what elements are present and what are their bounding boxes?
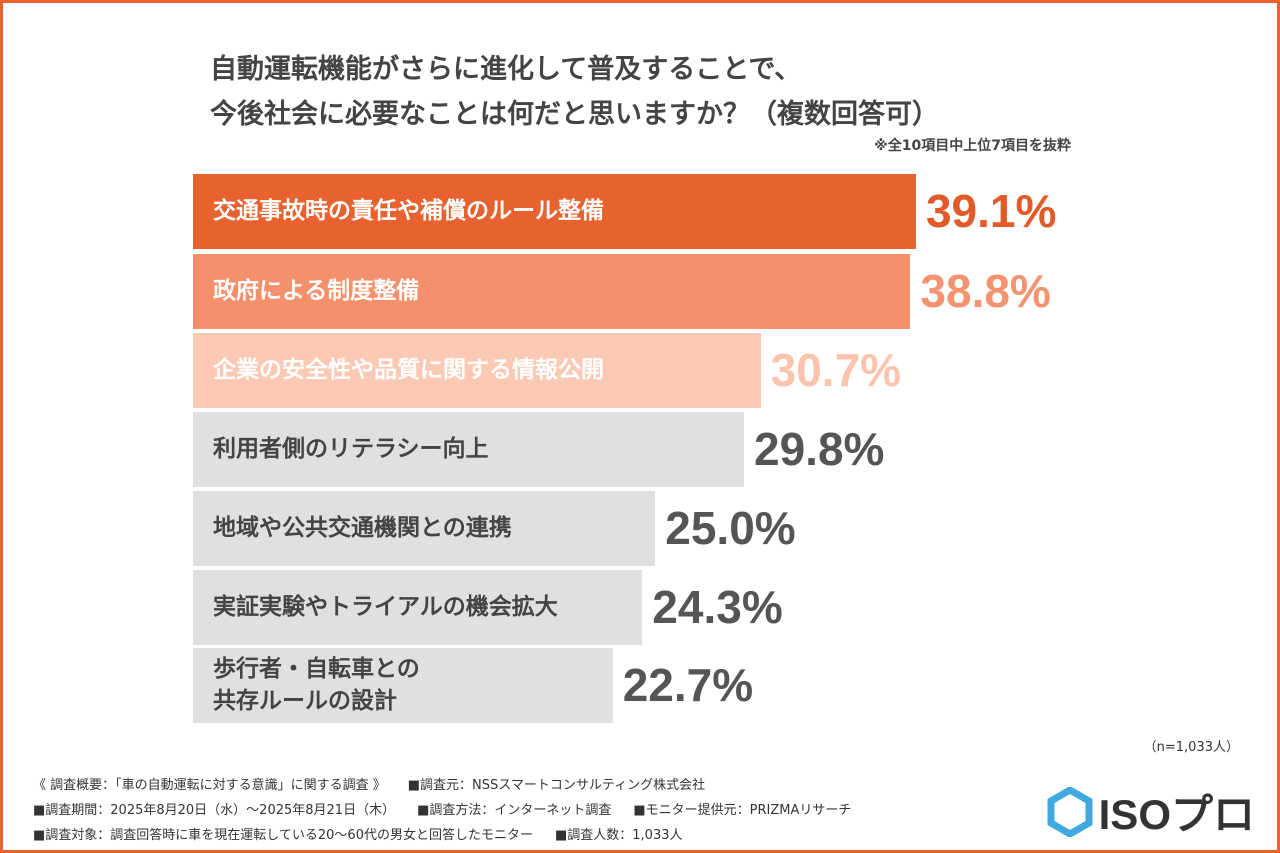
logo-icon (1047, 786, 1093, 837)
bar-label: 企業の安全性や品質に関する情報公開 (213, 356, 604, 383)
bar-label: 歩行者・自転車との 共存ルールの設計 (213, 656, 420, 714)
footer-line: ■調査対象：調査回答時に車を現在運転している20～60代の男女と回答したモニター… (33, 824, 704, 843)
title-line: 自動運転機能がさらに進化して普及することで、 (210, 54, 802, 85)
value-label: 38.8% (920, 265, 1051, 317)
bar-label: 実証実験やトライアルの機会拡大 (213, 593, 558, 620)
bar: 歩行者・自転車との 共存ルールの設計 (193, 648, 613, 723)
logo: ISOプロ (1047, 781, 1255, 842)
footer-item: ■調査方法：インターネット調査 (417, 803, 612, 818)
value-label: 29.8% (754, 423, 885, 475)
value-label: 24.3% (652, 581, 783, 633)
footer-item: ■調査期間：2025年8月20日（水）～2025年8月21日（木） (33, 803, 396, 818)
sample-size: （n=1,033人） (1143, 740, 1239, 755)
value-label: 39.1% (925, 185, 1057, 237)
footer-item: ■調査元：NSSスマートコンサルティング株式会社 (407, 778, 706, 793)
value-label: 22.7% (622, 659, 754, 711)
bar: 企業の安全性や品質に関する情報公開 (193, 333, 761, 408)
bar: 交通事故時の責任や補償のルール整備 (193, 174, 916, 249)
footer-line: 《 調査概要：「車の自動運転に対する意識」に関する調査 》 ■調査元：NSSスマー… (33, 774, 727, 793)
footer-item: ■調査対象：調査回答時に車を現在運転している20～60代の男女と回答したモニター (33, 828, 533, 843)
bar-label: 政府による制度整備 (213, 277, 420, 304)
bar: 利用者側のリテラシー向上 (193, 412, 744, 487)
title-line: 今後社会に必要なことは何だと思いますか？（複数回答可） (210, 99, 939, 130)
bar: 実証実験やトライアルの機会拡大 (193, 570, 643, 645)
bar: 政府による制度整備 (193, 254, 911, 329)
logo-text: ISOプロ (1098, 791, 1255, 838)
value-label: 30.7% (770, 344, 902, 396)
note: ※全10項目中上位7項目を抜粋 (874, 138, 1071, 154)
value-label: 25.0% (665, 502, 796, 554)
bar-label: 利用者側のリテラシー向上 (213, 435, 489, 462)
bar-label: 交通事故時の責任や補償のルール整備 (213, 197, 604, 224)
bar-label: 地域や公共交通機関との連携 (213, 514, 512, 541)
footer-line: ■調査期間：2025年8月20日（水）～2025年8月21日（木） ■調査方法：イ… (33, 799, 873, 818)
footer-item: ■調査人数：1,033人 (554, 828, 683, 843)
footer-item: 《 調査概要：「車の自動運転に対する意識」に関する調査 》 (33, 778, 386, 793)
bar: 地域や公共交通機関との連携 (193, 491, 656, 566)
footer-item: ■モニター提供元：PRIZMAリサーチ (633, 803, 852, 818)
